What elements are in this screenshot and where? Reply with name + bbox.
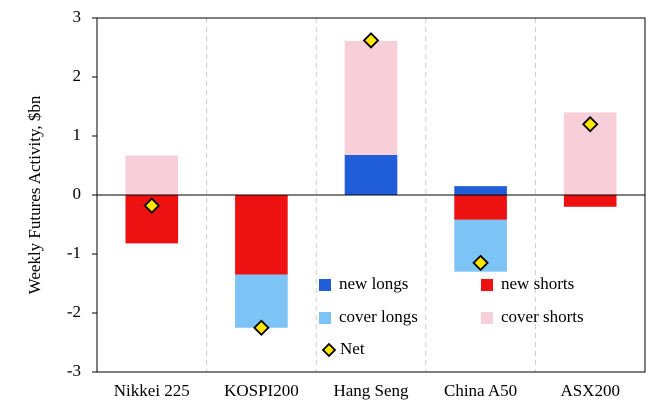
legend-label: new longs [339,274,408,293]
y-tick-label: 2 [73,66,82,85]
plot-frame [96,17,646,373]
bar-segment [563,195,617,207]
y-tick-label: 1 [73,125,82,144]
legend-swatch [319,312,331,324]
y-axis-label: Weekly Futures Activity, $bn [25,95,44,294]
bar-segment [454,186,507,195]
bar-segment [344,41,398,155]
bar-segment [125,155,179,195]
net-marker [472,254,489,272]
net-marker [581,115,599,133]
legend-label: Net [340,339,365,358]
net-marker [253,319,270,337]
y-tick-label: 3 [73,7,82,26]
y-tick-label: -2 [67,302,81,321]
y-tick-label: 0 [73,184,82,203]
bar-segment [454,195,507,220]
bar-segment [235,274,288,328]
net-marker [143,197,161,214]
x-tick-label: Nikkei 225 [114,381,190,400]
x-tick-label: KOSPI200 [224,381,299,400]
bar-segment [344,154,398,195]
legend-swatch [321,342,337,358]
x-tick-label: ASX200 [560,381,620,400]
x-tick-label: Hang Seng [333,381,409,400]
y-tick-label: -3 [67,361,81,380]
legend-swatch [319,279,331,291]
legend-label: new shorts [501,274,574,293]
legend-label: cover shorts [501,307,584,326]
bar-segment [235,195,288,275]
legend-swatch [481,312,493,324]
net-marker [362,32,380,49]
y-tick-label: -1 [67,243,81,262]
x-tick-label: China A50 [444,381,517,400]
legend-swatch [481,279,493,291]
legend-label: cover longs [339,307,418,326]
